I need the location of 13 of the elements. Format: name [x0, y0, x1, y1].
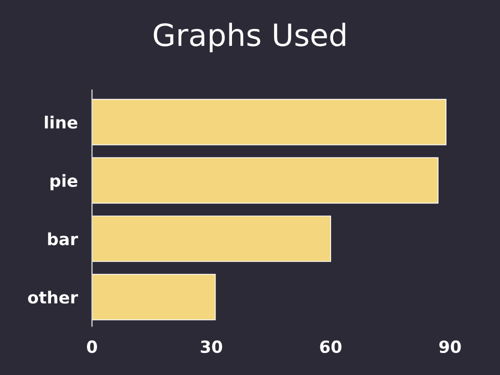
y-tick-label: line	[44, 116, 78, 129]
x-tick-label: 60	[320, 340, 342, 354]
x-tick-label: 30	[200, 340, 222, 354]
bar	[92, 98, 446, 146]
bar	[92, 157, 438, 204]
y-tick-label: pie	[50, 174, 78, 190]
bar	[92, 216, 332, 262]
y-tick-label: other	[28, 290, 78, 304]
chart-title: Graphs Used	[154, 22, 346, 52]
x-tick-label: 90	[439, 340, 461, 354]
bar	[92, 274, 216, 320]
y-tick-label: bar	[48, 232, 78, 246]
x-tick-label: 0	[87, 340, 97, 354]
